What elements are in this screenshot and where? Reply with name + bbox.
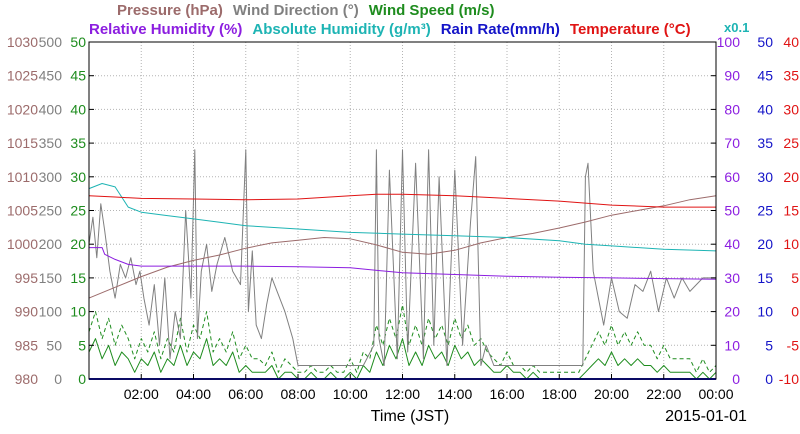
x-tick-label: 18:00 [542, 386, 577, 402]
abs-humidity-scale-note: x0.1 [724, 20, 749, 35]
series-line-absolute-humidity-g-m-x0-1 [88, 183, 717, 252]
y-tick-label-wind-speed: 45 [70, 68, 86, 84]
y-tick-label-rain-rate: 25 [757, 203, 773, 219]
y-tick-label-rain-rate: 15 [757, 270, 773, 286]
y-tick-label-temperature: -10 [779, 371, 799, 387]
chart-title-area: Pressure (hPa) Wind Direction (°) Wind Spe… [89, 2, 691, 38]
y-tick-label-rain-rate: 20 [757, 236, 773, 252]
title-entry: Temperature (°C) [570, 21, 691, 38]
y-tick-label-pressure: 1020 [7, 101, 38, 117]
y-tick-label-pressure: 1010 [7, 169, 38, 185]
y-tick-label-humidity: 70 [724, 135, 740, 151]
y-tick-label-wind-speed: 30 [70, 169, 86, 185]
y-tick-label-wind-direction: 250 [39, 203, 63, 219]
series-line-pressure-hpa [88, 195, 717, 299]
title-entry: Rain Rate(mm/h) [441, 21, 560, 38]
y-tick-label-humidity: 50 [724, 203, 740, 219]
y-tick-label-temperature: 20 [783, 169, 799, 185]
x-tick-label: 12:00 [385, 386, 420, 402]
x-axis-label: Time (JST) [371, 408, 450, 425]
y-tick-label-humidity: 100 [717, 34, 741, 50]
y-tick-label-temperature: 15 [783, 203, 799, 219]
y-tick-label-wind-speed: 40 [70, 101, 86, 117]
y-tick-label-pressure: 990 [15, 304, 39, 320]
title-entry: Wind Direction (°) [233, 2, 359, 19]
y-tick-label-wind-speed: 10 [70, 304, 86, 320]
y-tick-label-rain-rate: 40 [757, 101, 773, 117]
y-tick-label-temperature: 5 [791, 270, 799, 286]
x-tick-label: 02:00 [124, 386, 159, 402]
y-tick-label-pressure: 1030 [7, 34, 38, 50]
y-tick-label-humidity: 30 [724, 270, 740, 286]
y-tick-label-temperature: 25 [783, 135, 799, 151]
y-tick-label-wind-speed: 15 [70, 270, 86, 286]
y-tick-label-wind-direction: 150 [39, 270, 63, 286]
series-line-wind-speed-max-m-s [88, 304, 717, 373]
series-line-wind-speed-m-s [88, 338, 717, 380]
y-tick-label-wind-speed: 0 [78, 371, 86, 387]
x-tick-label: 08:00 [280, 386, 315, 402]
y-tick-label-rain-rate: 5 [765, 337, 773, 353]
x-tick-label: 10:00 [333, 386, 368, 402]
y-tick-label-wind-direction: 0 [54, 371, 62, 387]
y-tick-label-pressure: 985 [15, 337, 39, 353]
y-tick-label-humidity: 90 [724, 68, 740, 84]
title-entry: Relative Humidity (%) [89, 21, 242, 38]
y-tick-label-temperature: 30 [783, 101, 799, 117]
y-tick-label-rain-rate: 50 [757, 34, 773, 50]
y-tick-label-rain-rate: 30 [757, 169, 773, 185]
x-tick-label: 14:00 [437, 386, 472, 402]
y-tick-label-temperature: 40 [783, 34, 799, 50]
y-tick-label-wind-direction: 200 [39, 236, 63, 252]
y-tick-label-wind-speed: 50 [70, 34, 86, 50]
y-tick-label-pressure: 995 [15, 270, 39, 286]
y-tick-label-rain-rate: 10 [757, 304, 773, 320]
y-tick-label-humidity: 10 [724, 337, 740, 353]
chart-axes: 9809859909951000100510101015102010251030… [7, 34, 799, 402]
y-tick-label-wind-speed: 20 [70, 236, 86, 252]
y-tick-label-pressure: 980 [15, 371, 39, 387]
y-tick-label-pressure: 1005 [7, 203, 38, 219]
y-tick-label-wind-direction: 400 [39, 101, 63, 117]
chart-grid [89, 42, 716, 379]
y-tick-label-wind-direction: 350 [39, 135, 63, 151]
y-tick-label-temperature: 35 [783, 68, 799, 84]
title-entry: Absolute Humidity (g/m³) [252, 21, 430, 38]
y-tick-label-wind-direction: 300 [39, 169, 63, 185]
y-tick-label-wind-direction: 500 [39, 34, 63, 50]
title-entry: Pressure (hPa) [117, 2, 223, 19]
y-tick-label-rain-rate: 35 [757, 135, 773, 151]
y-tick-label-pressure: 1015 [7, 135, 38, 151]
y-tick-label-wind-speed: 35 [70, 135, 86, 151]
title-entry: Wind Speed (m/s) [369, 2, 495, 19]
series-line-wind-direction [88, 149, 716, 366]
y-tick-label-pressure: 1000 [7, 236, 38, 252]
y-tick-label-wind-direction: 100 [39, 304, 63, 320]
y-tick-label-wind-direction: 450 [39, 68, 63, 84]
x-tick-label: 22:00 [646, 386, 681, 402]
x-tick-label: 20:00 [594, 386, 629, 402]
x-tick-label: 16:00 [489, 386, 524, 402]
y-tick-label-wind-speed: 25 [70, 203, 86, 219]
y-tick-label-wind-speed: 5 [78, 337, 86, 353]
date-label: 2015-01-01 [665, 408, 747, 425]
y-tick-label-rain-rate: 0 [765, 371, 773, 387]
y-tick-label-temperature: -5 [787, 337, 800, 353]
y-tick-label-humidity: 80 [724, 101, 740, 117]
series-line-temperature-c [88, 193, 716, 208]
y-tick-label-humidity: 40 [724, 236, 740, 252]
x-tick-label: 06:00 [228, 386, 263, 402]
x-tick-label: 00:00 [698, 386, 733, 402]
y-tick-label-wind-direction: 50 [46, 337, 62, 353]
y-tick-label-humidity: 0 [732, 371, 740, 387]
y-tick-label-rain-rate: 45 [757, 68, 773, 84]
x-tick-label: 04:00 [176, 386, 211, 402]
series-line-relative-humidity [89, 247, 717, 280]
y-tick-label-temperature: 0 [791, 304, 799, 320]
y-tick-label-pressure: 1025 [7, 68, 38, 84]
y-tick-label-temperature: 10 [783, 236, 799, 252]
y-tick-label-humidity: 20 [724, 304, 740, 320]
y-tick-label-humidity: 60 [724, 169, 740, 185]
